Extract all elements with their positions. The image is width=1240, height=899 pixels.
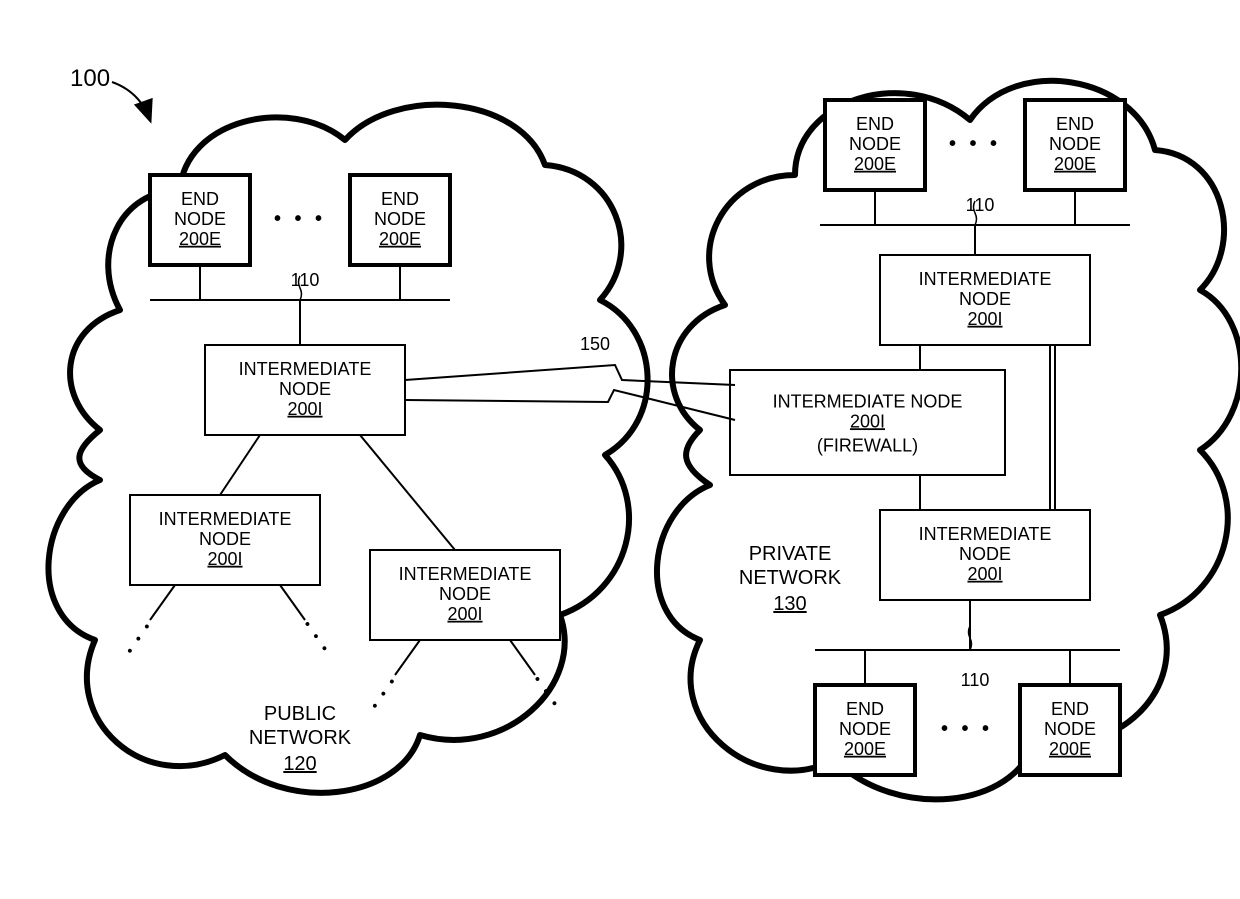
svg-text:NODE: NODE: [1049, 134, 1101, 154]
svg-text:INTERMEDIATE: INTERMEDIATE: [159, 509, 292, 529]
svg-text:NODE: NODE: [959, 544, 1011, 564]
svg-text:NODE: NODE: [199, 529, 251, 549]
svg-text:END: END: [1051, 699, 1089, 719]
svg-text:INTERMEDIATE: INTERMEDIATE: [399, 564, 532, 584]
svg-text:INTERMEDIATE: INTERMEDIATE: [919, 269, 1052, 289]
svg-text:200I: 200I: [967, 309, 1002, 329]
svg-text:INTERMEDIATE NODE: INTERMEDIATE NODE: [773, 391, 963, 411]
svg-text:NODE: NODE: [849, 134, 901, 154]
ellipsis: • • •: [274, 208, 326, 230]
pub-end-1: ENDNODE200E: [150, 175, 250, 265]
svg-text:200I: 200I: [850, 411, 885, 431]
pub-int-2: INTERMEDIATENODE200I: [130, 495, 320, 585]
figure-ref-arrow: [112, 82, 150, 120]
svg-text:END: END: [181, 189, 219, 209]
svg-text:(FIREWALL): (FIREWALL): [817, 435, 918, 455]
svg-text:END: END: [846, 699, 884, 719]
priv-fw: INTERMEDIATE NODE200I (FIREWALL): [730, 370, 1005, 475]
network-diagram: • • •• • •• • •• • • 110110110 ENDNODE20…: [0, 0, 1240, 899]
svg-text:NODE: NODE: [279, 379, 331, 399]
svg-text:NODE: NODE: [959, 289, 1011, 309]
svg-text:200E: 200E: [379, 229, 421, 249]
svg-text:INTERMEDIATE: INTERMEDIATE: [239, 359, 372, 379]
svg-text:NETWORK: NETWORK: [249, 727, 352, 749]
svg-text:200I: 200I: [287, 399, 322, 419]
pub-int-1: INTERMEDIATENODE200I: [205, 345, 405, 435]
ellipsis: • • •: [949, 133, 1001, 155]
priv-end-4: ENDNODE200E: [1020, 685, 1120, 775]
pub-end-2: ENDNODE200E: [350, 175, 450, 265]
priv-top-bus-label: 110: [966, 195, 995, 215]
svg-text:NODE: NODE: [839, 719, 891, 739]
svg-text:NODE: NODE: [174, 209, 226, 229]
svg-text:200I: 200I: [447, 604, 482, 624]
wan-link-label: 150: [580, 334, 610, 354]
priv-end-3: ENDNODE200E: [815, 685, 915, 775]
svg-text:END: END: [381, 189, 419, 209]
svg-text:200I: 200I: [967, 564, 1002, 584]
priv-end-2: ENDNODE200E: [1025, 100, 1125, 190]
svg-text:200E: 200E: [1049, 739, 1091, 759]
figure-ref: 100: [70, 65, 110, 92]
svg-text:200E: 200E: [179, 229, 221, 249]
svg-text:NETWORK: NETWORK: [739, 567, 842, 589]
priv-bot-bus-label: 110: [961, 670, 990, 690]
priv-end-1: ENDNODE200E: [825, 100, 925, 190]
svg-text:PUBLIC: PUBLIC: [264, 703, 336, 725]
pub-top-bus-label: 110: [291, 270, 320, 290]
svg-text:200E: 200E: [844, 739, 886, 759]
svg-text:END: END: [1056, 114, 1094, 134]
priv-int-1: INTERMEDIATENODE200I: [880, 255, 1090, 345]
svg-text:120: 120: [283, 753, 316, 775]
svg-text:PRIVATE: PRIVATE: [749, 543, 832, 565]
ellipsis: • • •: [941, 718, 993, 740]
svg-text:200E: 200E: [854, 154, 896, 174]
svg-text:NODE: NODE: [374, 209, 426, 229]
priv-int-2: INTERMEDIATENODE200I: [880, 510, 1090, 600]
svg-text:INTERMEDIATE: INTERMEDIATE: [919, 524, 1052, 544]
pub-int-3: INTERMEDIATENODE200I: [370, 550, 560, 640]
svg-text:NODE: NODE: [1044, 719, 1096, 739]
svg-text:200I: 200I: [207, 549, 242, 569]
svg-text:130: 130: [773, 593, 806, 615]
svg-text:200E: 200E: [1054, 154, 1096, 174]
svg-text:NODE: NODE: [439, 584, 491, 604]
svg-text:END: END: [856, 114, 894, 134]
